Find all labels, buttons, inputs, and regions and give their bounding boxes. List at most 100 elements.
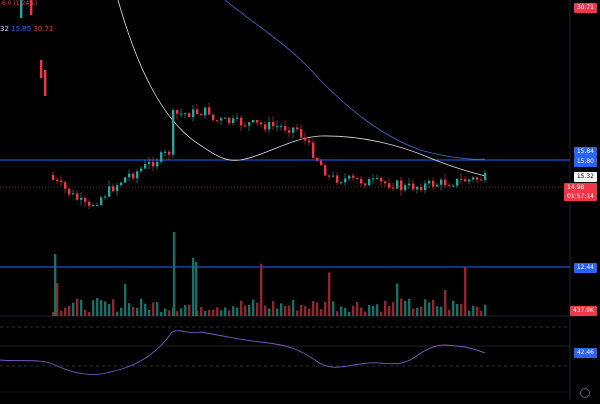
volume-bar: [364, 311, 367, 316]
volume-bar: [156, 302, 159, 316]
candle-body: [432, 180, 435, 187]
volume-bar: [116, 311, 119, 316]
volume-bar: [336, 311, 339, 316]
candle-body: [144, 163, 147, 169]
volume-bar: [180, 308, 183, 316]
volume-bar: [228, 310, 231, 316]
candle-body: [120, 182, 123, 186]
price-tag-hline-1: 15.84: [573, 147, 597, 157]
candle-body: [360, 178, 363, 184]
candle-body: [124, 177, 127, 183]
volume-bar: [472, 305, 475, 316]
volume-bar: [404, 300, 407, 316]
candle-body: [324, 165, 327, 176]
candle-body: [40, 60, 43, 78]
volume-bar: [54, 254, 57, 316]
volume-bar: [380, 311, 383, 316]
candle-body: [152, 161, 155, 167]
volume-bar: [108, 304, 111, 316]
volume-bar: [72, 302, 75, 316]
candle-body: [356, 177, 359, 179]
candle-body: [464, 179, 467, 182]
volume-bar: [96, 298, 99, 316]
candle-body: [72, 193, 75, 195]
volume-bar: [424, 299, 427, 316]
candle-body: [312, 142, 315, 158]
candle-body: [136, 171, 139, 179]
volume-bar: [136, 307, 139, 316]
volume-bar: [480, 310, 483, 316]
volume-bar: [484, 304, 487, 316]
volume-bar: [396, 283, 399, 316]
candle-body: [452, 185, 455, 187]
volume-bar: [100, 300, 103, 316]
candle-body: [264, 124, 267, 130]
volume-bar: [400, 298, 403, 316]
candle-body: [108, 186, 111, 197]
candle-body: [92, 205, 95, 207]
candle-body: [372, 178, 375, 180]
volume-bar: [244, 305, 247, 316]
candle-body: [64, 182, 67, 189]
candle-body: [76, 193, 79, 200]
candle-body: [200, 114, 203, 116]
volume-bar: [328, 272, 331, 316]
candle-body: [220, 118, 223, 121]
volume-bar: [268, 308, 271, 316]
candle-body: [252, 120, 255, 123]
volume-bar: [164, 308, 167, 316]
volume-bar: [416, 307, 419, 316]
candle-body: [140, 168, 143, 172]
candle-body: [456, 178, 459, 186]
candle-body: [160, 152, 163, 162]
volume-bar: [68, 305, 71, 316]
candle-body: [104, 196, 107, 198]
candle-body: [332, 175, 335, 177]
volume-bar: [152, 302, 155, 316]
volume-bar: [272, 301, 275, 316]
volume-bar: [52, 311, 55, 316]
volume-bar: [320, 309, 323, 316]
volume-bar: [348, 311, 351, 316]
volume-bar: [88, 311, 91, 316]
candle-body: [336, 175, 339, 183]
candle-body: [352, 175, 355, 178]
rsi-tag: 42.46: [573, 348, 597, 358]
candle-body: [30, 0, 33, 15]
candle-body: [412, 183, 415, 190]
candle-body: [192, 109, 195, 118]
candle-body: [304, 137, 307, 141]
candle-body: [208, 107, 211, 115]
volume-bar: [76, 298, 79, 316]
candle-body: [284, 126, 287, 131]
volume-bar: [224, 307, 227, 316]
volume-bar: [144, 303, 147, 316]
volume-bar: [260, 263, 263, 316]
candle-body: [164, 151, 167, 153]
volume-bar: [476, 306, 479, 316]
volume-bar: [132, 306, 135, 316]
candle-body: [472, 177, 475, 180]
candle-body: [280, 126, 283, 128]
volume-bar: [292, 299, 295, 316]
volume-bar: [200, 307, 203, 316]
volume-bar: [352, 305, 355, 316]
candle-body: [184, 113, 187, 115]
volume-bar: [236, 307, 239, 316]
candle-body: [408, 183, 411, 186]
candle-body: [344, 178, 347, 183]
candle-body: [484, 172, 487, 181]
candle-body: [428, 180, 431, 184]
candle-body: [276, 126, 279, 128]
volume-bar: [360, 307, 363, 316]
candle-body: [80, 197, 83, 200]
volume-bar: [312, 301, 315, 316]
gear-icon[interactable]: [580, 388, 590, 398]
volume-bar: [344, 308, 347, 316]
candle-body: [388, 183, 391, 188]
candle-body: [88, 201, 91, 206]
candle-body: [348, 175, 351, 179]
candle-body: [132, 173, 135, 179]
